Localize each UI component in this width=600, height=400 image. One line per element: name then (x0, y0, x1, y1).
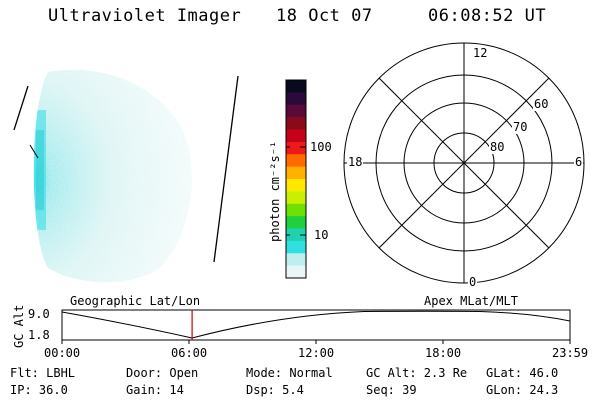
colorbar-segment (286, 203, 306, 217)
polar-label-70: 70 (512, 120, 529, 134)
colorbar-segment (286, 129, 306, 143)
status-door: Door: Open (126, 366, 199, 380)
timeline-y-tick-bottom: 1.8 (28, 328, 50, 342)
colorbar-segment (286, 80, 306, 93)
colorbar-segment (286, 104, 306, 118)
polar-plot (343, 42, 585, 284)
colorbar-segment (286, 265, 306, 279)
colorbar-segment (286, 179, 306, 192)
uv-image (13, 69, 239, 283)
status-dsp: Dsp: 5.4 (246, 383, 304, 397)
status-flt: Flt: LBHL (10, 366, 76, 380)
colorbar-segment (286, 228, 306, 242)
colorbar-border (285, 79, 307, 279)
colorbar-segment (286, 141, 306, 155)
colorbar-ticks (286, 146, 306, 236)
colorbar-segment (286, 154, 306, 168)
status-mode: Mode: Normal (246, 366, 333, 380)
timeline-x-tick-1200: 12:00 (298, 346, 335, 360)
status-glon: GLon: 24.3 (486, 383, 559, 397)
colorbar-segment (286, 253, 306, 267)
colorbar-tick-10: 10 (314, 228, 329, 242)
status-ip: IP: 36.0 (10, 383, 68, 397)
colorbar-unit-label: photon cm⁻²s⁻¹ (268, 140, 282, 242)
polar-label-18: 18 (347, 155, 364, 169)
timeline-y-tick-top: 9.0 (28, 307, 50, 321)
polar-label-80: 80 (489, 140, 506, 154)
colorbar-segment (286, 92, 306, 106)
timeline-left-label: Geographic Lat/Lon (70, 294, 201, 308)
time-readout: 06:08:52 UT (428, 6, 547, 26)
colorbar-segment (286, 117, 306, 131)
polar-label-6: 6 (574, 155, 584, 169)
status-glat: GLat: 46.0 (486, 366, 559, 380)
polar-label-60: 60 (533, 97, 550, 111)
colorbar-tick-100: 100 (310, 140, 332, 154)
boundary-line-left (13, 85, 29, 131)
polar-diagonal-2 (378, 77, 550, 249)
polar-label-12: 12 (472, 46, 489, 60)
timeline-right-label: Apex MLat/MLT (424, 294, 518, 308)
colorbar (285, 79, 307, 279)
status-seq: Seq: 39 (366, 383, 417, 397)
app-title: Ultraviolet Imager (48, 6, 242, 26)
colorbar-segment (286, 191, 306, 205)
colorbar-segment (286, 240, 306, 254)
status-gain: Gain: 14 (126, 383, 184, 397)
colorbar-segment (286, 216, 306, 230)
colorbar-segment (286, 166, 306, 180)
timeline-x-tick-1800: 18:00 (425, 346, 462, 360)
boundary-line-right (213, 75, 239, 263)
timeline-y-axis-label: GC Alt (12, 304, 26, 348)
timeline-x-tick-2359: 23:59 (552, 346, 589, 360)
timeline-x-tick-0000: 00:00 (44, 346, 81, 360)
timeline-x-tick-0600: 06:00 (171, 346, 208, 360)
status-gc-alt: GC Alt: 2.3 Re (366, 366, 468, 380)
timeline-frame (61, 309, 571, 341)
boundary-tick (29, 144, 39, 159)
date-readout: 18 Oct 07 (276, 6, 373, 26)
altitude-curve (61, 310, 571, 339)
timeline-plot (61, 309, 571, 344)
polar-label-0: 0 (468, 275, 478, 289)
